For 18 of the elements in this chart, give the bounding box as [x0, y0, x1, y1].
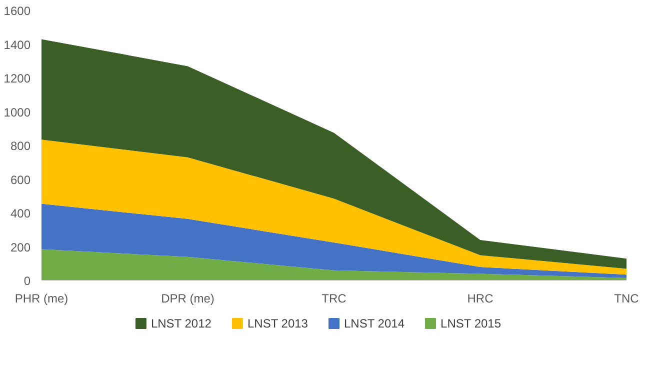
legend-label: LNST 2014 — [344, 316, 405, 330]
legend-label: LNST 2013 — [247, 316, 308, 330]
y-tick-label: 1200 — [4, 72, 31, 86]
x-tick-label: HRC — [467, 292, 494, 306]
x-tick-label: PHR (me) — [14, 292, 68, 306]
y-tick-label: 0 — [24, 274, 31, 288]
y-tick-label: 1400 — [4, 38, 31, 52]
y-tick-label: 1000 — [4, 105, 31, 120]
y-tick-label: 1600 — [4, 4, 31, 18]
x-tick-label: TNC — [614, 292, 640, 306]
y-tick-label: 400 — [10, 206, 31, 220]
legend-label: LNST 2015 — [440, 316, 502, 330]
legend-label: LNST 2012 — [150, 316, 212, 330]
y-tick-label: 200 — [10, 240, 31, 254]
y-tick-label: 800 — [10, 139, 31, 153]
y-tick-label: 600 — [10, 172, 31, 187]
x-tick-label: TRC — [322, 292, 347, 306]
x-tick-label: DPR (me) — [161, 292, 214, 306]
